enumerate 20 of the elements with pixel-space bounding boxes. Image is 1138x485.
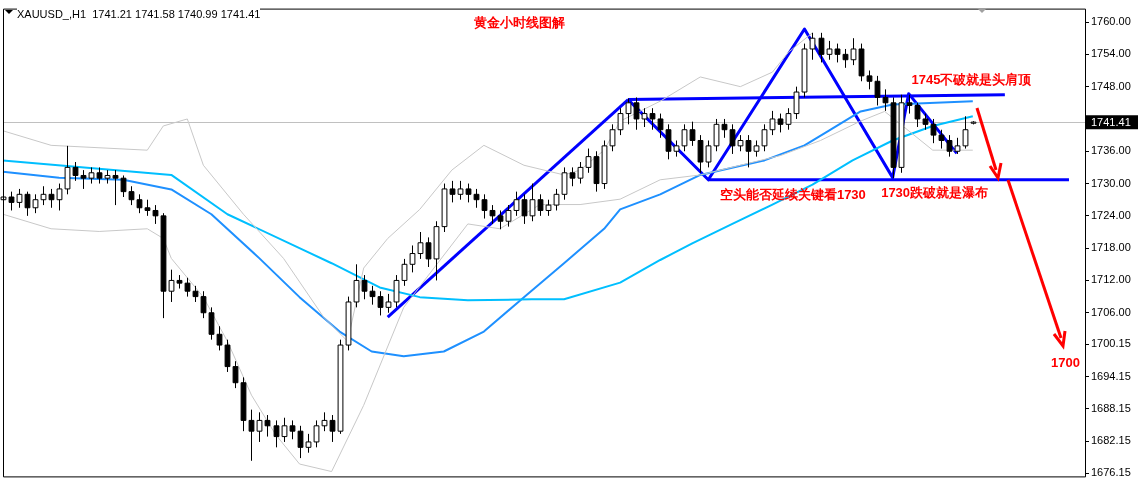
- y-tick-label: 1718.00: [1091, 241, 1131, 254]
- y-tick-label: 1760.00: [1091, 15, 1131, 28]
- y-tick-label: 1688.15: [1091, 401, 1131, 414]
- y-tick-label: 1706.00: [1091, 305, 1131, 318]
- ref-line-label: 1741.41: [1091, 115, 1131, 128]
- text: 黄金小时线图解: [473, 14, 565, 32]
- annotation: 1700: [1051, 354, 1080, 370]
- y-tick-label: 1730.00: [1091, 176, 1131, 189]
- y-tick-label: 1724.00: [1091, 208, 1131, 221]
- y-tick-label: 1748.00: [1091, 79, 1131, 92]
- y-tick-label: 1754.00: [1091, 47, 1131, 60]
- annotation: 1745不破就是头肩顶: [911, 71, 1033, 87]
- y-tick-label: 1682.15: [1091, 434, 1131, 447]
- y-tick-label: 1676.15: [1091, 466, 1131, 479]
- y-tick-label: 1712.00: [1091, 273, 1131, 286]
- annotation: 1730跌破就是瀑布: [881, 184, 989, 200]
- chart-title: XAUUSD_,H1 1741.21 1741.58 1740.99 1741.41: [17, 8, 261, 20]
- y-tick-label: 1700.15: [1091, 337, 1131, 350]
- y-tick-label: 1694.15: [1091, 369, 1131, 382]
- y-tick-label: 1736.00: [1091, 144, 1131, 157]
